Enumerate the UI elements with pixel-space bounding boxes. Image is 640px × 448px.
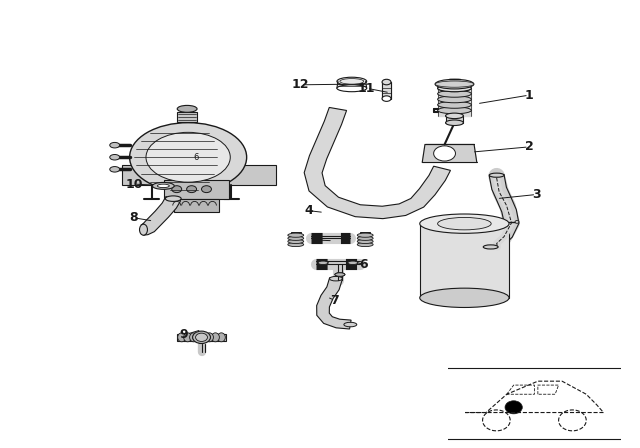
- Text: 2: 2: [525, 140, 533, 153]
- Bar: [164, 180, 229, 198]
- Polygon shape: [291, 232, 301, 245]
- Ellipse shape: [318, 261, 328, 264]
- Ellipse shape: [330, 276, 342, 281]
- Text: 4: 4: [305, 204, 314, 217]
- Text: 5: 5: [311, 233, 320, 246]
- Bar: [177, 112, 197, 122]
- Bar: [122, 165, 276, 185]
- Ellipse shape: [438, 85, 471, 92]
- Ellipse shape: [288, 239, 304, 244]
- Ellipse shape: [438, 85, 471, 92]
- Text: 10: 10: [126, 178, 143, 191]
- Polygon shape: [337, 82, 367, 88]
- Text: 3: 3: [532, 188, 541, 201]
- Ellipse shape: [205, 333, 213, 342]
- Text: 7: 7: [331, 294, 339, 307]
- Circle shape: [434, 146, 456, 161]
- Ellipse shape: [337, 85, 367, 92]
- Polygon shape: [438, 105, 471, 110]
- Circle shape: [202, 186, 211, 193]
- Ellipse shape: [218, 333, 225, 342]
- Ellipse shape: [337, 77, 367, 86]
- Ellipse shape: [435, 81, 474, 87]
- Ellipse shape: [483, 245, 498, 249]
- Ellipse shape: [318, 261, 328, 264]
- Ellipse shape: [438, 90, 471, 97]
- Text: 12: 12: [292, 78, 310, 91]
- Ellipse shape: [178, 333, 186, 342]
- Ellipse shape: [140, 224, 147, 235]
- Polygon shape: [438, 99, 471, 105]
- Ellipse shape: [165, 196, 181, 202]
- Ellipse shape: [348, 261, 358, 264]
- Circle shape: [515, 220, 519, 223]
- Polygon shape: [438, 88, 471, 94]
- Ellipse shape: [146, 132, 230, 182]
- Text: 8: 8: [129, 211, 138, 224]
- Ellipse shape: [288, 236, 304, 241]
- Text: 9: 9: [180, 328, 188, 341]
- Ellipse shape: [110, 142, 120, 148]
- Ellipse shape: [340, 78, 364, 84]
- Circle shape: [193, 331, 211, 344]
- Polygon shape: [317, 278, 351, 329]
- Polygon shape: [360, 232, 370, 245]
- Ellipse shape: [335, 273, 345, 276]
- Ellipse shape: [382, 96, 391, 101]
- Ellipse shape: [382, 79, 391, 85]
- Ellipse shape: [129, 123, 246, 192]
- Ellipse shape: [177, 105, 197, 112]
- Bar: [174, 198, 219, 212]
- Ellipse shape: [438, 217, 491, 230]
- Polygon shape: [420, 224, 509, 298]
- Ellipse shape: [438, 107, 471, 114]
- Polygon shape: [177, 334, 227, 341]
- Text: 11: 11: [358, 82, 376, 95]
- Polygon shape: [304, 108, 451, 219]
- Ellipse shape: [348, 261, 358, 264]
- Polygon shape: [438, 94, 471, 99]
- Ellipse shape: [288, 242, 304, 246]
- Polygon shape: [422, 145, 477, 163]
- Ellipse shape: [110, 155, 120, 160]
- Ellipse shape: [288, 233, 304, 237]
- Ellipse shape: [348, 261, 358, 264]
- Polygon shape: [485, 175, 519, 250]
- Text: 6: 6: [193, 153, 198, 162]
- Ellipse shape: [420, 214, 509, 233]
- Circle shape: [505, 401, 522, 414]
- Ellipse shape: [211, 333, 220, 342]
- Ellipse shape: [184, 333, 191, 342]
- Ellipse shape: [489, 173, 504, 177]
- Ellipse shape: [435, 79, 474, 89]
- Ellipse shape: [445, 120, 463, 125]
- Circle shape: [172, 186, 182, 193]
- Ellipse shape: [438, 101, 471, 108]
- Ellipse shape: [357, 242, 373, 246]
- Ellipse shape: [110, 167, 120, 172]
- Ellipse shape: [189, 333, 198, 342]
- Ellipse shape: [438, 96, 471, 103]
- Ellipse shape: [357, 236, 373, 241]
- Bar: [445, 116, 463, 123]
- Ellipse shape: [357, 239, 373, 244]
- Ellipse shape: [152, 182, 174, 190]
- Ellipse shape: [335, 273, 345, 276]
- Ellipse shape: [335, 273, 345, 276]
- Polygon shape: [141, 197, 180, 235]
- Ellipse shape: [357, 233, 373, 237]
- Polygon shape: [438, 110, 471, 116]
- Polygon shape: [382, 82, 391, 99]
- Circle shape: [196, 333, 207, 341]
- Circle shape: [187, 186, 196, 193]
- Ellipse shape: [344, 322, 356, 327]
- Text: 1: 1: [525, 89, 533, 102]
- Ellipse shape: [318, 261, 328, 264]
- Ellipse shape: [445, 113, 463, 119]
- Text: 6: 6: [360, 258, 368, 271]
- Ellipse shape: [420, 288, 509, 307]
- Ellipse shape: [157, 184, 169, 188]
